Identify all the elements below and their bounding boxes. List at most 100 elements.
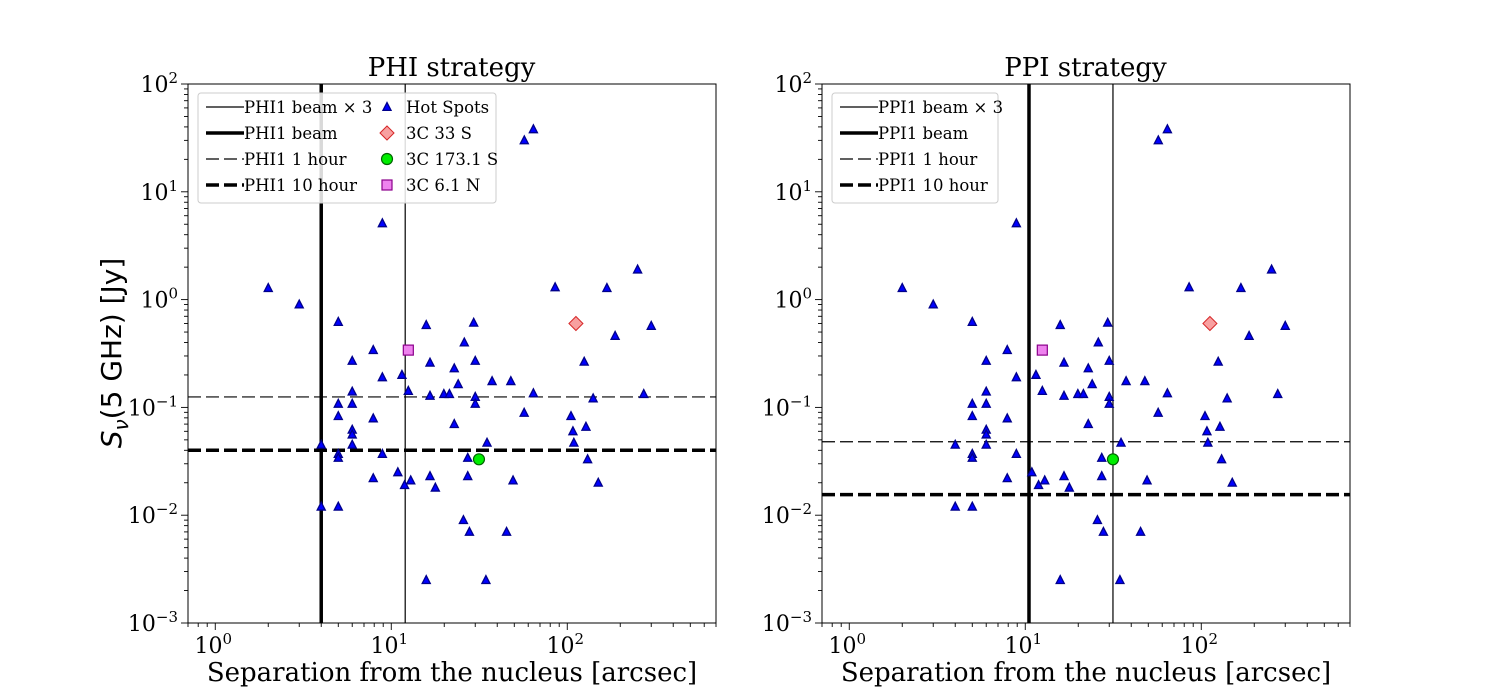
- legend-handle-diamond: [379, 125, 395, 141]
- hot-spot-point: [453, 378, 464, 389]
- hot-spot-point: [1098, 525, 1109, 536]
- chart-title-ppi: PPI strategy: [1004, 53, 1167, 83]
- hot-spot-point: [458, 514, 469, 525]
- hot-spot-point: [507, 474, 519, 485]
- hot-spot-point: [464, 525, 475, 536]
- legend-item: Hot Spots: [381, 98, 489, 117]
- hot-spot-point: [1139, 375, 1150, 386]
- hot-spot-point: [377, 371, 388, 382]
- hot-spot-point: [519, 134, 530, 145]
- legend-handle-triangle: [381, 101, 393, 112]
- hot-spot-point: [1202, 436, 1213, 447]
- hot-spot-point: [1078, 388, 1089, 399]
- legend-item: PHI1 beam × 3: [206, 98, 372, 117]
- x-tick-label: 100: [828, 630, 866, 659]
- hot-spot-point: [981, 397, 992, 408]
- hot-spot-point: [588, 392, 599, 403]
- hot-spot-point: [316, 438, 327, 449]
- legend-label: 3C 6.1 N: [406, 176, 480, 195]
- hot-spot-point: [638, 388, 649, 399]
- hot-spot-point: [981, 438, 992, 449]
- x-tick-label: 101: [1004, 630, 1042, 659]
- hot-spot-point: [1235, 282, 1247, 293]
- point-3c-173-1-s: [472, 453, 486, 466]
- legend-box: [197, 92, 497, 204]
- y-tick-label: 101: [140, 177, 178, 206]
- legend-ppi: PPI1 beam × 3 PPI1 beam PPI1 1 hour PPI1 10…: [831, 92, 1003, 204]
- legend-label: PHI1 beam × 3: [244, 98, 372, 117]
- y-tick-label: 100: [774, 285, 812, 314]
- hot-spot-point: [950, 438, 961, 449]
- y-tick-label: 102: [774, 69, 812, 98]
- hot-spot-point: [424, 356, 436, 367]
- hot-spot-point: [449, 418, 460, 429]
- hot-spot-point: [549, 281, 561, 292]
- hot-spot-point: [1162, 387, 1173, 398]
- hot-spot-point: [1083, 418, 1094, 429]
- hot-spot-point: [377, 217, 388, 228]
- hot-spot-point: [1102, 316, 1113, 327]
- legend-item: PHI1 beam: [206, 124, 338, 143]
- axis-ticks-ppi: 100 101 102 10−3 10−2 10−1 100 101 102: [762, 69, 1351, 659]
- hot-spot-point: [567, 425, 579, 436]
- hot-spot-point: [468, 316, 479, 327]
- hot-spot-point: [1216, 453, 1227, 464]
- hot-spot-point: [646, 319, 657, 330]
- y-tick-label: 10−1: [128, 392, 178, 421]
- hot-spot-point: [928, 298, 939, 309]
- legend-item: PHI1 1 hour: [206, 150, 347, 169]
- plot-frame-ppi: [821, 83, 1351, 624]
- hot-spot-point: [1227, 476, 1238, 487]
- hot-spot-point: [1096, 470, 1107, 481]
- hot-spot-point: [981, 354, 992, 365]
- hot-spot-point: [333, 500, 344, 511]
- hot-spot-point: [333, 316, 344, 327]
- x-tick-label: 100: [194, 630, 232, 659]
- hot-spot-point: [565, 410, 577, 421]
- hot-spot-point: [392, 466, 403, 477]
- hot-spot-point: [1030, 369, 1042, 379]
- legend-item: PPI1 beam × 3: [840, 98, 1003, 117]
- hot-spot-point: [1199, 410, 1211, 421]
- legend-label: PHI1 beam: [244, 124, 338, 143]
- hot-spot-point: [1135, 525, 1146, 536]
- point-3c-173-1-s: [1106, 453, 1120, 466]
- legend-label: PHI1 1 hour: [244, 150, 347, 169]
- hot-spot-point: [333, 410, 344, 421]
- hot-spot-point: [1272, 388, 1283, 399]
- hot-spot-point: [1162, 123, 1173, 134]
- hot-spot-point: [1058, 470, 1070, 481]
- hot-spot-point: [981, 385, 992, 396]
- y-tick-label: 10−3: [762, 608, 812, 637]
- point-3c-6-1-n: [402, 344, 414, 356]
- hot-spot-point: [1153, 134, 1164, 145]
- hot-spot-point: [1055, 319, 1066, 330]
- hot-spot-point: [967, 500, 978, 511]
- hot-spot-point: [347, 438, 358, 449]
- hot-spot-point: [347, 385, 358, 396]
- y-axis-label: Sν(5 GHz) [Jy]: [95, 258, 133, 449]
- y-tick-label: 102: [140, 69, 178, 98]
- x-tick-label: 102: [546, 630, 584, 659]
- legend-item: PHI1 10 hour: [206, 176, 357, 195]
- hot-spot-point: [430, 481, 441, 492]
- hot-spot-point: [1280, 319, 1291, 330]
- axis-ticks-phi: 100 101 102 10−3 10−2 10−1 100 101 102: [128, 69, 717, 659]
- point-3c-33-s: [568, 315, 584, 332]
- hot-spot-point: [449, 362, 460, 373]
- hot-spot-point: [444, 388, 455, 399]
- hot-spot-point: [405, 474, 416, 485]
- hot-spot-point: [462, 470, 473, 481]
- data-points-phi: [263, 123, 657, 585]
- hot-spot-point: [1222, 392, 1233, 403]
- legend-item: PPI1 1 hour: [840, 150, 977, 169]
- hot-spot-point: [347, 354, 358, 365]
- x-axis-label-phi: Separation from the nucleus [arcsec]: [207, 658, 697, 688]
- hot-spot-point: [481, 436, 493, 447]
- hot-spot-point: [519, 406, 530, 417]
- legend-phi: PHI1 beam × 3 PHI1 beam PHI1 1 hour PHI1 10…: [197, 92, 498, 204]
- hot-spot-point: [470, 354, 481, 365]
- hot-spot-point: [399, 479, 410, 490]
- legend-handle-circle: [380, 152, 394, 166]
